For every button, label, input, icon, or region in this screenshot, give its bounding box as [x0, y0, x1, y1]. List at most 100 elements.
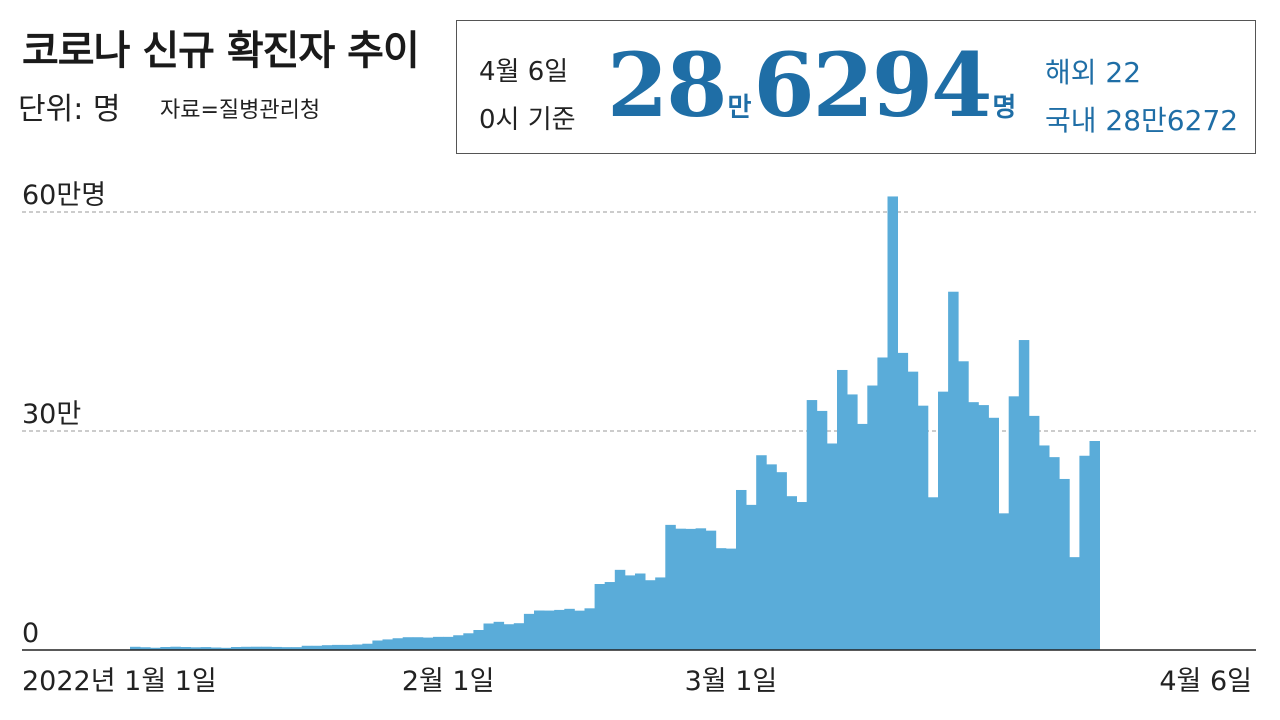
- bar: [473, 629, 484, 650]
- bar: [978, 405, 989, 650]
- summary-domestic: 국내 28만6272: [1045, 104, 1239, 137]
- bar: [362, 643, 373, 650]
- bar: [513, 623, 525, 650]
- summary-date: 4월 6일: [479, 57, 569, 87]
- summary-total-man: 만: [727, 93, 752, 123]
- bar: [392, 638, 404, 650]
- bar: [786, 496, 797, 650]
- bar: [321, 645, 333, 650]
- bar: [584, 608, 595, 650]
- bar: [160, 647, 171, 650]
- bar: [867, 385, 878, 650]
- bar: [271, 646, 282, 650]
- bar: [1028, 415, 1040, 650]
- bar: [776, 472, 787, 650]
- bar: [816, 410, 828, 650]
- bar: [1049, 457, 1060, 650]
- bar: [917, 405, 929, 650]
- bar: [220, 647, 232, 650]
- summary-box: 4월 6일 0시 기준 28만6294명 해외 22 국내 28만6272: [456, 20, 1256, 154]
- bar: [342, 644, 353, 650]
- summary-total-part1: 28: [607, 33, 727, 137]
- bar: [927, 497, 939, 650]
- bar: [857, 423, 868, 650]
- bar: [210, 647, 222, 650]
- bar: [645, 580, 656, 650]
- bar: [1059, 478, 1070, 650]
- bar: [665, 524, 676, 650]
- bar: [736, 489, 747, 650]
- bar: [554, 609, 565, 650]
- bar: [372, 640, 383, 650]
- bar: [907, 371, 919, 650]
- bar: [412, 637, 424, 650]
- bar: [150, 647, 161, 650]
- bar: [796, 502, 808, 650]
- bar: [655, 577, 666, 650]
- bar: [443, 636, 454, 650]
- x-tick-label: 3월 1일: [685, 666, 778, 697]
- bar: [1008, 396, 1020, 650]
- bar: [544, 610, 555, 650]
- bar: [715, 548, 727, 650]
- bar: [806, 400, 818, 650]
- unit-label: 단위: 명: [18, 92, 121, 127]
- bar: [433, 636, 444, 650]
- bar: [685, 528, 696, 650]
- bar: [624, 575, 636, 650]
- y-tick-label: 60만명: [22, 180, 106, 211]
- bar: [231, 647, 242, 650]
- bar: [847, 394, 858, 650]
- y-tick-label: 30만: [22, 399, 81, 430]
- bar: [938, 391, 949, 650]
- summary-total: 28만6294명: [607, 37, 1018, 156]
- bar: [988, 417, 999, 650]
- bar: [958, 361, 969, 650]
- bar: [281, 647, 292, 650]
- x-tick-label: 4월 6일: [1159, 666, 1252, 697]
- bar: [200, 647, 212, 650]
- summary-basis: 0시 기준: [479, 105, 576, 135]
- bar: [826, 443, 838, 650]
- bar: [523, 613, 535, 650]
- x-tick-label: 2월 1일: [402, 666, 495, 697]
- bar: [1018, 340, 1030, 650]
- bar: [1079, 455, 1090, 650]
- bar: [251, 646, 262, 650]
- bar: [483, 623, 494, 650]
- bar: [725, 548, 737, 650]
- bar: [746, 504, 757, 650]
- bar: [705, 530, 717, 650]
- bar: [635, 573, 646, 650]
- bar: [1069, 557, 1080, 650]
- bar: [675, 528, 686, 650]
- x-tick-label: 2022년 1월 1일: [22, 666, 217, 697]
- bar: [402, 637, 414, 650]
- bar: [332, 644, 343, 650]
- bar: [756, 455, 767, 650]
- bar: [493, 621, 505, 650]
- bar: [534, 610, 545, 650]
- bar: [564, 608, 575, 650]
- bar: [897, 352, 909, 650]
- bar: [261, 646, 272, 650]
- bar: [948, 291, 959, 650]
- summary-total-part2: 6294: [753, 33, 992, 137]
- bar: [887, 196, 898, 651]
- summary-total-unit: 명: [992, 93, 1017, 123]
- bar: [382, 639, 393, 650]
- bar: [594, 584, 606, 650]
- bar: [998, 513, 1010, 650]
- bar: [311, 645, 323, 650]
- bar: [422, 637, 434, 650]
- summary-overseas: 해외 22: [1045, 56, 1142, 89]
- bar: [695, 528, 707, 650]
- bar: [140, 647, 151, 650]
- bar: [604, 582, 616, 650]
- bar: [301, 645, 313, 650]
- bar: [170, 646, 181, 650]
- bar: [453, 635, 464, 650]
- bar: [574, 610, 585, 650]
- y-tick-label: 0: [22, 618, 39, 649]
- bar: [190, 647, 202, 650]
